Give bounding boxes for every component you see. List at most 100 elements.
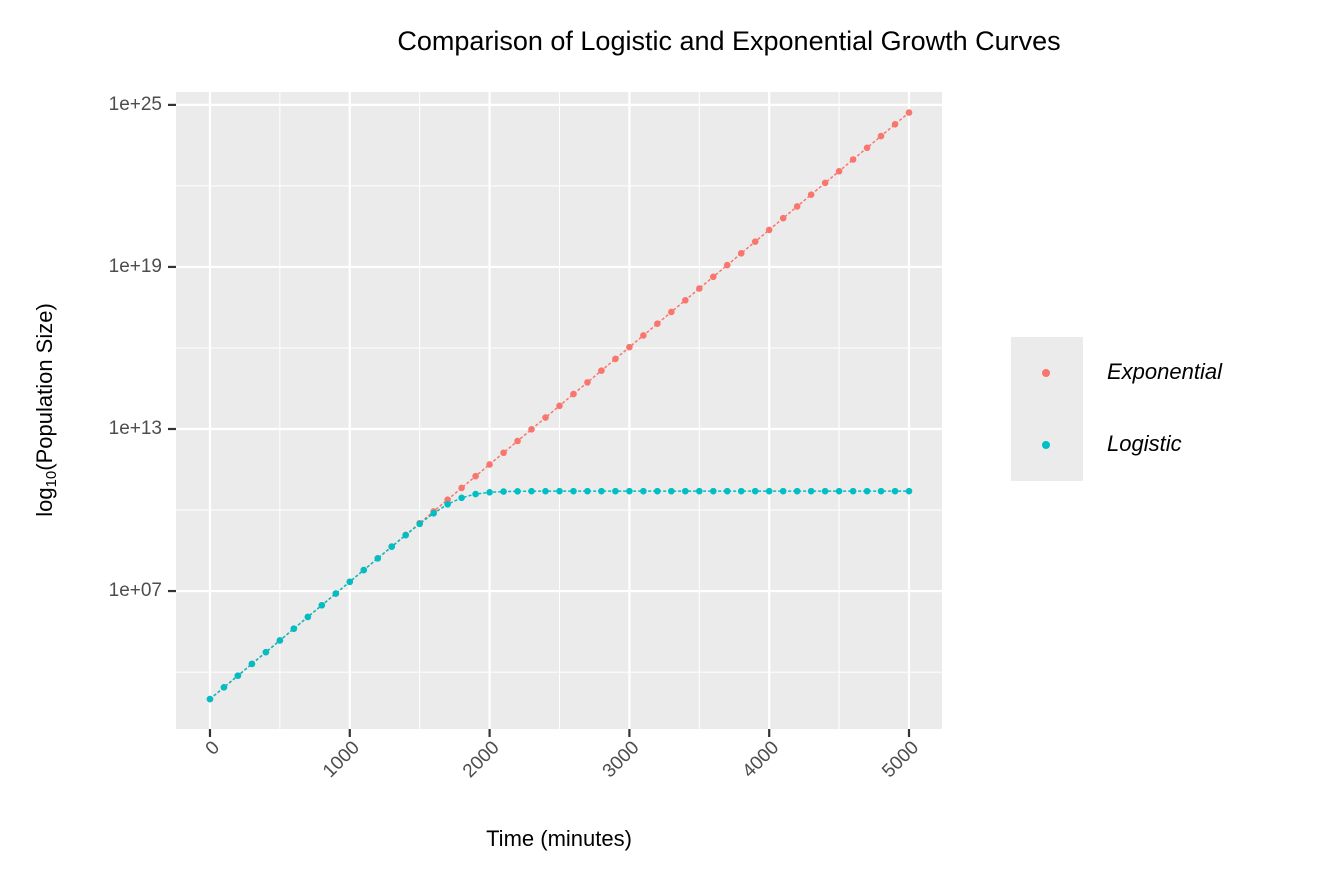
data-point [849,487,857,495]
y-tick-label: 1e+13 [109,418,162,439]
data-point [514,488,521,495]
data-point [765,487,773,495]
data-point [332,590,340,597]
data-point [737,487,745,495]
data-point [765,226,773,234]
data-point [737,250,745,257]
x-tick-label: 0 [202,737,224,759]
data-point [570,487,577,495]
data-point [262,648,270,656]
data-point [276,637,284,644]
x-tick-label: 4000 [739,737,784,782]
legend-marker [1042,369,1050,377]
data-point [304,613,312,621]
data-point [402,531,410,539]
x-tick-label: 3000 [599,737,644,782]
data-point [472,490,479,498]
data-point [444,496,451,503]
data-point [206,695,214,703]
data-point [835,487,843,495]
data-point [486,488,493,496]
data-point [318,601,326,609]
data-point [528,425,535,433]
data-point [723,487,731,495]
legend-key-box [1011,337,1083,481]
data-point [556,487,563,495]
data-point [290,625,298,633]
data-point [612,487,619,495]
data-point [695,487,703,495]
data-point [682,487,689,495]
x-tick-label: 5000 [878,737,923,782]
marks [206,109,913,703]
data-point [416,520,423,528]
data-point [500,488,507,495]
legend: Exponential Logistic [1042,359,1223,456]
data-point [793,487,801,495]
data-point [863,487,871,495]
data-point [640,487,647,495]
y-axis-title-part: (Population Size) [32,303,57,471]
legend-marker [1042,441,1050,449]
data-point [905,109,913,116]
data-point [751,238,759,245]
data-point [542,414,549,421]
y-tick-label: 1e+07 [109,580,162,601]
data-point [612,355,619,363]
data-point [709,273,717,281]
data-point [751,487,759,495]
data-point [779,214,787,222]
data-point [234,672,242,679]
x-tick-label: 1000 [319,737,364,782]
data-point [682,296,689,304]
data-point [220,684,228,691]
data-point [500,449,507,457]
data-point [821,179,829,187]
data-point [695,285,703,292]
legend-label: Exponential [1107,359,1223,384]
data-point [779,487,787,495]
data-point [626,343,633,351]
x-axis-title: Time (minutes) [486,826,632,851]
data-point [891,487,899,495]
data-point [626,487,633,495]
data-point [430,510,437,517]
data-point [877,487,885,495]
data-point [668,308,675,316]
data-point [444,500,451,508]
data-point [709,487,717,495]
x-tick-label: 2000 [459,737,504,782]
data-point [248,660,256,668]
chart-title: Comparison of Logistic and Exponential G… [397,26,1060,56]
data-point [542,487,549,495]
data-point [472,472,479,480]
grid [176,92,942,729]
data-point [640,332,647,339]
data-point [584,487,591,495]
data-point [807,191,815,198]
data-point [556,402,563,410]
data-point [458,484,465,492]
data-point [723,261,731,269]
data-point [668,487,675,495]
data-point [821,487,829,495]
data-point [835,167,843,175]
data-point [849,156,857,163]
y-tick-label: 1e+19 [109,256,162,277]
y-axis-title-subscript: 10 [43,471,60,488]
data-point [598,487,605,495]
data-point [458,494,465,502]
y-axis-title-part: log [32,487,57,516]
y-axis-title: log10(Population Size) [32,303,60,517]
data-point [793,203,801,210]
legend-label: Logistic [1107,431,1182,456]
data-point [654,487,661,495]
data-point [891,121,899,128]
data-point [807,487,815,495]
y-tick-label: 1e+25 [109,94,162,115]
data-point [598,367,605,374]
data-point [584,379,591,386]
data-point [528,487,535,495]
data-point [388,543,396,551]
